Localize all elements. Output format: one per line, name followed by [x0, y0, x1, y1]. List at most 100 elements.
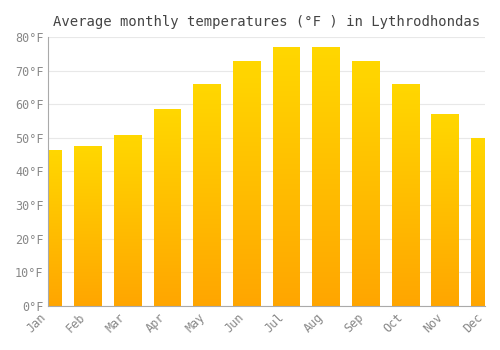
Bar [392, 86, 419, 89]
Bar [272, 189, 300, 192]
Bar [272, 236, 300, 239]
Bar [114, 260, 141, 261]
Bar [193, 228, 221, 230]
Bar [154, 149, 182, 150]
Bar [471, 286, 499, 287]
Bar [154, 200, 182, 202]
Bar [392, 241, 419, 244]
Bar [74, 212, 102, 213]
Bar [193, 244, 221, 246]
Bar [34, 300, 62, 301]
Bar [193, 95, 221, 97]
Bar [154, 261, 182, 262]
Bar [154, 147, 182, 149]
Bar [272, 220, 300, 223]
Bar [193, 246, 221, 248]
Bar [352, 294, 380, 296]
Bar [154, 211, 182, 214]
Bar [154, 166, 182, 168]
Bar [272, 161, 300, 163]
Bar [74, 264, 102, 266]
Bar [312, 254, 340, 257]
Bar [432, 122, 459, 124]
Bar [34, 156, 62, 158]
Bar [193, 295, 221, 297]
Bar [233, 171, 260, 173]
Bar [471, 180, 499, 182]
Bar [233, 274, 260, 276]
Bar [432, 191, 459, 193]
Bar [432, 264, 459, 266]
Bar [312, 184, 340, 187]
Bar [432, 183, 459, 185]
Bar [312, 159, 340, 161]
Bar [34, 259, 62, 260]
Bar [272, 215, 300, 218]
Bar [312, 146, 340, 148]
Bar [352, 296, 380, 299]
Bar [352, 107, 380, 110]
Bar [233, 218, 260, 220]
Bar [272, 303, 300, 306]
Bar [432, 237, 459, 239]
Bar [312, 109, 340, 112]
Bar [272, 182, 300, 184]
Bar [272, 70, 300, 73]
Bar [114, 239, 141, 241]
Bar [114, 277, 141, 278]
Bar [74, 154, 102, 156]
Bar [74, 237, 102, 239]
Bar [193, 84, 221, 86]
Bar [432, 248, 459, 250]
Bar [193, 235, 221, 237]
Bar [193, 137, 221, 140]
Bar [432, 212, 459, 214]
Bar [471, 275, 499, 277]
Bar [272, 226, 300, 228]
Bar [233, 88, 260, 90]
Bar [34, 195, 62, 196]
Bar [233, 119, 260, 122]
Bar [272, 127, 300, 130]
Bar [432, 304, 459, 306]
Bar [471, 235, 499, 237]
Bar [272, 179, 300, 182]
Bar [74, 242, 102, 244]
Bar [233, 213, 260, 215]
Bar [432, 202, 459, 204]
Bar [272, 249, 300, 252]
Bar [272, 130, 300, 133]
Bar [154, 221, 182, 223]
Bar [34, 184, 62, 186]
Bar [114, 218, 141, 220]
Bar [272, 257, 300, 259]
Bar [272, 192, 300, 195]
Bar [154, 284, 182, 286]
Bar [312, 244, 340, 246]
Bar [392, 248, 419, 250]
Bar [233, 156, 260, 159]
Bar [392, 177, 419, 180]
Bar [114, 136, 141, 138]
Bar [432, 250, 459, 252]
Bar [352, 215, 380, 218]
Bar [392, 228, 419, 230]
Bar [74, 266, 102, 267]
Bar [114, 227, 141, 229]
Bar [233, 301, 260, 303]
Bar [34, 168, 62, 170]
Bar [34, 164, 62, 165]
Bar [193, 277, 221, 279]
Bar [114, 138, 141, 140]
Bar [471, 267, 499, 269]
Bar [233, 65, 260, 68]
Bar [34, 231, 62, 232]
Bar [272, 288, 300, 290]
Bar [74, 146, 102, 148]
Bar [312, 60, 340, 63]
Bar [352, 237, 380, 240]
Bar [471, 272, 499, 274]
Bar [471, 195, 499, 197]
Bar [34, 158, 62, 159]
Bar [34, 296, 62, 298]
